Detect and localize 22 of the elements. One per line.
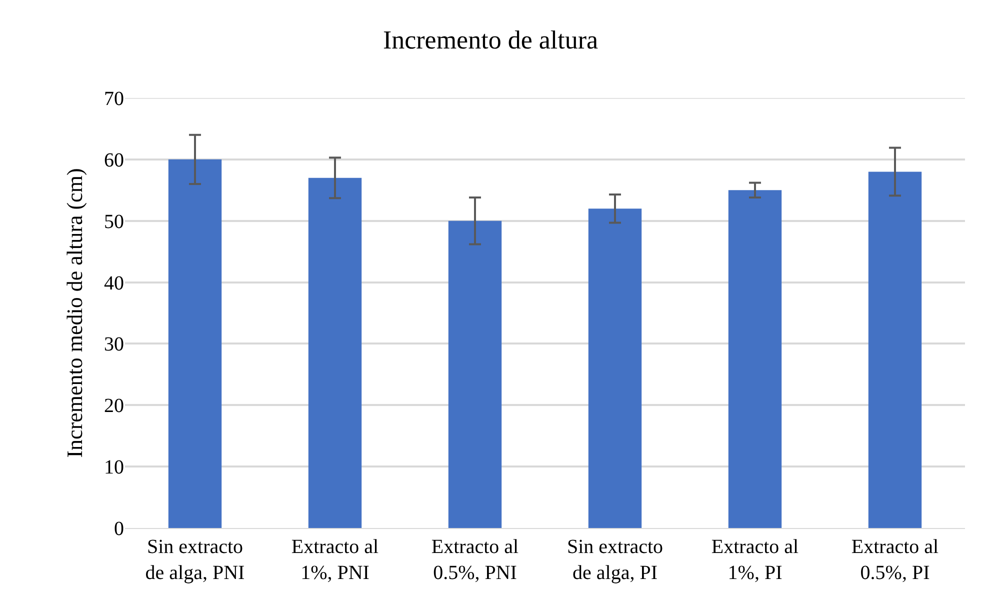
bar (448, 220, 502, 528)
y-tick-label: 20 (104, 395, 124, 418)
bar (308, 178, 362, 528)
y-axis-title: Incremento medio de altura (cm) (62, 168, 87, 458)
y-tick-label: 60 (104, 149, 124, 172)
y-tick-label: 70 (104, 88, 124, 110)
bar (868, 172, 922, 528)
y-tick-label: 40 (104, 272, 124, 294)
bar (728, 190, 782, 528)
x-tick-label: Sin extracto de alga, PI (566, 536, 664, 584)
bar (168, 159, 222, 528)
x-tick-label: Extracto al 1%, PI (711, 536, 800, 584)
x-tick-label: Sin extracto de alga, PNI (145, 536, 245, 584)
bar (588, 208, 642, 528)
x-tick-label: Extracto al 0.5%, PI (851, 536, 940, 584)
y-tick-label: 50 (104, 210, 124, 233)
chart-title: Incremento de altura (382, 26, 599, 55)
y-tick-label: 10 (104, 456, 124, 479)
x-tick-label: Extracto al 0.5%, PNI (431, 536, 520, 584)
x-tick-label: Extracto al 1%, PNI (291, 536, 380, 584)
y-tick-label: 0 (114, 518, 124, 540)
y-tick-label: 30 (104, 334, 124, 356)
